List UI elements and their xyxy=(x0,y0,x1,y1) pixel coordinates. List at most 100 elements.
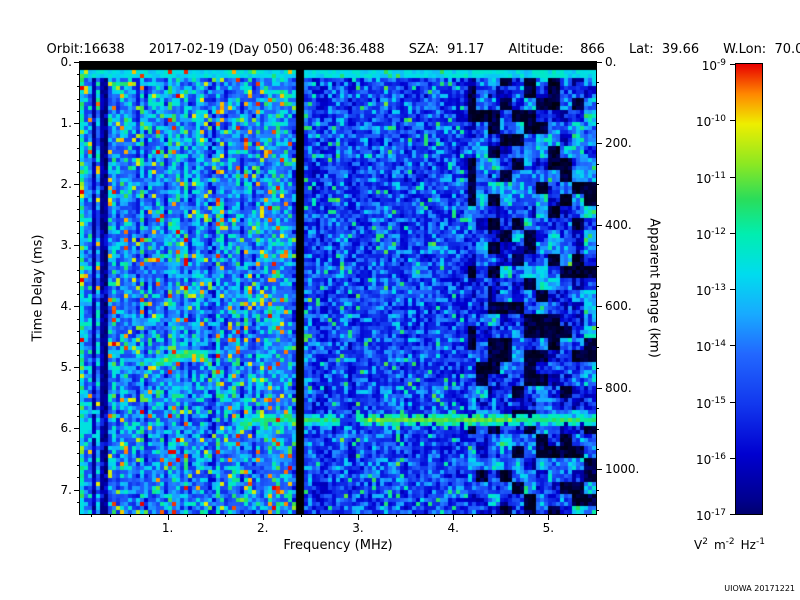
y-minor-tick-mark xyxy=(77,281,80,283)
header-info: Orbit:16638 2017-02-19 (Day 050) 06:48:36… xyxy=(30,27,800,72)
range-minor-tick-mark xyxy=(596,510,599,512)
x-tick-label: 5. xyxy=(542,521,555,535)
colorbar-tick-mark xyxy=(730,120,736,122)
colorbar-tick-label: 10-9 xyxy=(672,56,726,74)
y-tick-label: 1. xyxy=(60,116,72,131)
x-tick-mark xyxy=(167,514,169,520)
y-minor-tick-mark xyxy=(77,269,80,271)
colorbar-tick-exponent: -13 xyxy=(711,283,726,293)
x-minor-tick-mark xyxy=(129,514,131,517)
colorbar-tick-base: 10 xyxy=(696,171,712,186)
colorbar-tick-label: 10-12 xyxy=(672,225,726,243)
y-minor-tick-mark xyxy=(77,74,80,76)
y-minor-tick-mark xyxy=(77,208,80,210)
x-tick-mark xyxy=(453,514,455,520)
x-minor-tick-mark xyxy=(415,514,417,517)
wlon-value: W.Lon: 70.00 xyxy=(723,42,800,57)
range-minor-tick-mark xyxy=(596,347,599,349)
colorbar-tick-exponent: -17 xyxy=(711,508,726,518)
y-minor-tick-mark xyxy=(77,391,80,393)
y-minor-tick-mark xyxy=(77,342,80,344)
y-tick-label: 5. xyxy=(60,360,72,375)
y-minor-tick-mark xyxy=(77,330,80,332)
x-minor-tick-mark xyxy=(319,514,321,517)
y-minor-tick-mark xyxy=(77,477,80,479)
colorbar-tick-mark xyxy=(730,457,736,459)
orbit-value: Orbit:16638 xyxy=(46,42,125,57)
colorbar-tick-exponent: -14 xyxy=(711,339,726,350)
x-minor-tick-mark xyxy=(186,514,188,517)
y-tick-mark xyxy=(74,428,80,430)
colorbar-tick-exponent: -11 xyxy=(711,170,726,181)
x-minor-tick-mark xyxy=(472,514,474,517)
colorbar-tick-base: 10 xyxy=(696,284,712,298)
range-minor-tick-mark xyxy=(596,265,599,267)
colorbar-tick-exponent: -12 xyxy=(711,226,726,237)
x-minor-tick-mark xyxy=(396,514,398,517)
x-minor-tick-mark xyxy=(91,514,93,517)
colorbar-unit-label: V2 m-2 Hz-1 xyxy=(694,537,798,552)
unit-part: V2 xyxy=(694,537,708,552)
colorbar-tick-label: 10-16 xyxy=(672,450,726,468)
colorbar-tick-label: 10-10 xyxy=(672,112,726,130)
y-minor-tick-mark xyxy=(77,379,80,381)
colorbar-tick-label: 10-11 xyxy=(672,169,726,187)
y-minor-tick-mark xyxy=(77,257,80,259)
y-minor-tick-mark xyxy=(77,452,80,454)
colorbar-tick-base: 10 xyxy=(696,340,712,355)
colorbar-tick-exponent: -9 xyxy=(717,58,726,68)
altitude-value: Altitude: 866 xyxy=(508,42,605,57)
range-minor-tick-mark xyxy=(596,449,599,451)
colorbar-tick-exponent: -16 xyxy=(711,451,726,462)
colorbar-tick-mark xyxy=(730,401,736,403)
y-tick-label: 6. xyxy=(60,421,72,436)
range-tick-label: 400. xyxy=(605,217,632,232)
y-minor-tick-mark xyxy=(77,294,80,296)
colorbar-tick-base: 10 xyxy=(696,227,712,242)
range-tick-mark xyxy=(596,469,602,471)
range-tick-mark xyxy=(596,224,602,226)
y-tick-mark xyxy=(74,62,80,63)
colorbar-tick-base: 10 xyxy=(696,509,712,523)
spectrogram-canvas xyxy=(80,62,596,514)
credit-text: UIOWA 20171221 xyxy=(724,584,795,593)
range-minor-tick-mark xyxy=(596,286,599,288)
colorbar-tick-mark xyxy=(730,232,736,234)
y-tick-mark xyxy=(74,123,80,125)
y-tick-mark xyxy=(74,367,80,369)
colorbar-tick-exponent: -10 xyxy=(711,114,726,125)
y-minor-tick-mark xyxy=(77,440,80,442)
y-minor-tick-mark xyxy=(77,110,80,112)
y-minor-tick-mark xyxy=(77,465,80,467)
range-tick-label: 600. xyxy=(605,299,632,314)
range-minor-tick-mark xyxy=(596,408,599,410)
x-minor-tick-mark xyxy=(586,514,588,517)
colorbar-tick-label: 10-13 xyxy=(672,281,726,299)
x-tick-mark xyxy=(548,514,550,520)
unit-part: m-2 xyxy=(713,537,735,552)
range-minor-tick-mark xyxy=(596,82,599,84)
x-minor-tick-mark xyxy=(243,514,245,517)
range-minor-tick-mark xyxy=(596,102,599,104)
x-minor-tick-mark xyxy=(567,514,569,517)
range-minor-tick-mark xyxy=(596,123,599,125)
x-minor-tick-mark xyxy=(224,514,226,517)
y-axis-label-right: Apparent Range (km) xyxy=(646,218,662,358)
range-minor-tick-mark xyxy=(596,245,599,247)
colorbar-tick-mark xyxy=(730,176,736,178)
x-minor-tick-mark xyxy=(300,514,302,517)
range-minor-tick-mark xyxy=(596,489,599,491)
y-minor-tick-mark xyxy=(77,220,80,222)
range-tick-mark xyxy=(596,143,602,145)
y-minor-tick-mark xyxy=(77,233,80,235)
sza-value: SZA: 91.17 xyxy=(408,42,485,57)
y-minor-tick-mark xyxy=(77,147,80,149)
x-minor-tick-mark xyxy=(281,514,283,517)
x-tick-mark xyxy=(262,514,264,520)
colorbar-tick-base: 10 xyxy=(696,115,712,130)
colorbar-tick-label: 10-14 xyxy=(672,337,726,355)
x-minor-tick-mark xyxy=(510,514,512,517)
colorbar-tick-label: 10-17 xyxy=(672,506,726,524)
range-tick-mark xyxy=(596,62,602,63)
colorbar-tick-mark xyxy=(730,289,736,290)
